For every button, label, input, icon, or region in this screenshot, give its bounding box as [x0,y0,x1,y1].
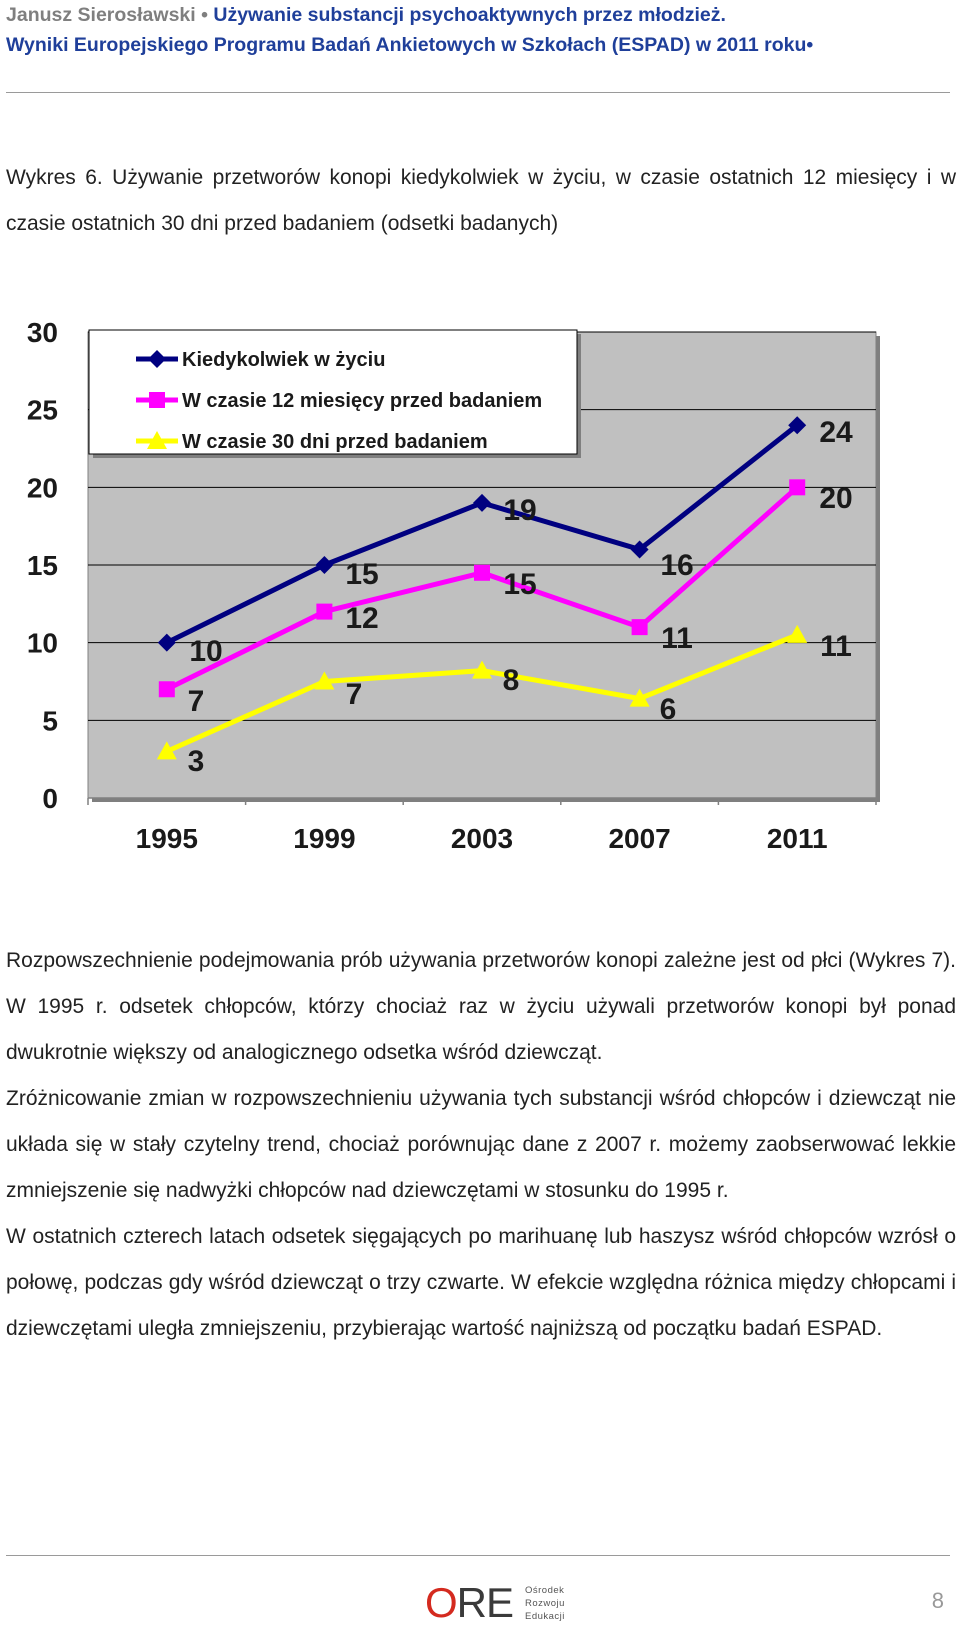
legend-label: Kiedykolwiek w życiu [182,349,385,371]
x-tick-label: 1999 [293,823,355,854]
ore-logo-mark: ORE [425,1579,514,1626]
y-tick-label: 0 [42,783,58,814]
paragraph-1: Rozpowszechnienie podejmowania prób używ… [6,949,956,1064]
data-point [158,681,175,698]
logo-line-2: Rozwoju [525,1598,565,1609]
data-point [315,556,334,574]
data-point [157,633,176,652]
data-label: 7 [188,685,205,718]
x-tick-label: 2003 [451,823,513,854]
header-title-line2: Wyniki Europejskiego Programu Badań Anki… [6,34,814,56]
author-name: Janusz Sierosławski [6,4,196,26]
header-bullet: • [201,4,208,26]
page-number: 8 [931,1588,944,1613]
data-label: 19 [503,494,536,527]
data-label: 11 [820,630,852,663]
data-point [788,416,807,435]
x-tick-label: 2007 [608,823,670,854]
y-tick-label: 30 [27,320,58,348]
header-rule [6,92,950,93]
x-tick-label: 2011 [767,823,828,854]
data-label: 10 [189,635,222,668]
data-point [148,350,166,368]
logo-line-1: Ośrodek [525,1585,565,1596]
data-point [316,603,333,620]
paragraph-2: Zróżnicowanie zmian w rozpowszechnieniu … [6,1087,956,1202]
data-point [789,479,806,496]
y-tick-label: 25 [27,395,58,426]
legend-label: W czasie 12 miesięcy przed badaniem [182,390,542,412]
header-title-line1: Używanie substancji psychoaktywnych prze… [213,4,726,26]
data-label: 12 [345,602,378,635]
paragraph-3: W ostatnich czterech latach odsetek sięg… [6,1225,956,1340]
data-label: 20 [819,482,852,515]
line-chart: 0 5 10 15 20 25 30 1995 1999 2003 2007 2011 10 15 19 16… [0,320,960,880]
ore-logo-caption: Ośrodek Rozwoju Edukacji [525,1584,565,1623]
ore-logo: ORE Ośrodek Rozwoju Edukacji [425,1582,605,1626]
logo-line-3: Edukacji [525,1611,565,1622]
legend-box [88,329,578,455]
data-point [147,431,167,449]
y-tick-label: 5 [42,705,58,736]
data-point [474,564,490,581]
data-label: 3 [188,745,205,778]
y-tick-label: 15 [27,550,58,581]
data-label: 6 [660,693,677,726]
running-head: Janusz Sierosławski • Używanie substancj… [6,0,813,60]
figure-caption: Wykres 6. Używanie przetworów konopi kie… [6,166,956,235]
data-point [631,619,648,636]
legend-label: W czasie 30 dni przed badaniem [182,431,488,453]
body-text: Rozpowszechnienie podejmowania prób używ… [6,938,956,1352]
data-point [787,624,808,643]
data-label: 11 [661,622,693,655]
data-label: 7 [346,678,363,711]
data-label: 24 [819,416,853,449]
data-label: 8 [503,664,520,697]
data-label: 15 [503,568,536,601]
data-label: 15 [345,558,378,591]
x-tick-label: 1995 [136,823,198,854]
y-tick-label: 20 [27,472,58,503]
data-label: 16 [660,549,693,582]
data-point [630,540,649,559]
footer-rule [6,1555,950,1556]
y-tick-label: 10 [27,628,58,659]
data-point [156,741,177,760]
data-point [149,392,165,408]
data-point [629,688,650,707]
data-point [314,671,335,690]
data-point [472,660,492,679]
data-point [473,493,491,512]
